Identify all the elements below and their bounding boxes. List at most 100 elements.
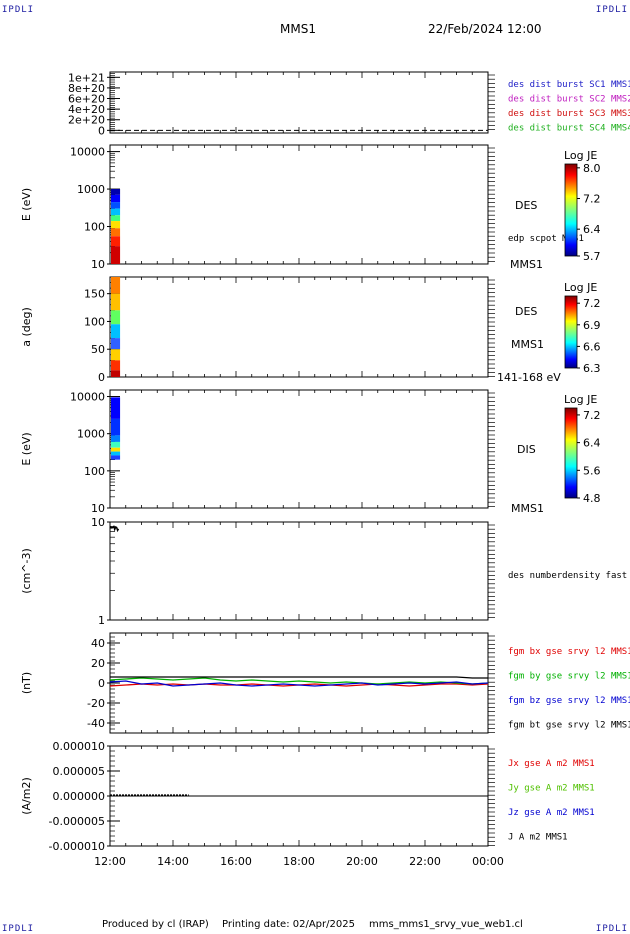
y-tick-label: -20 — [87, 697, 105, 710]
y-tick-label: 10 — [91, 516, 105, 529]
spectrogram-cell — [111, 447, 121, 452]
y-tick-label: -40 — [87, 717, 105, 730]
legend-entry: fgm bx gse srvy l2 MMS1 — [508, 647, 630, 657]
colorbar-title-dis-energy: Log JE — [564, 393, 597, 406]
y-axis-label-des-pitch: a (deg) — [20, 307, 33, 347]
y-axis-label-des-energy: E (eV) — [20, 188, 33, 221]
colorbar-tick-label: 6.4 — [583, 223, 601, 236]
x-tick-label: 18:00 — [283, 855, 315, 868]
spectrogram-cell — [111, 293, 121, 311]
panel-label: MMS1 — [510, 258, 543, 271]
legend-entry: fgm by gse srvy l2 MMS1 — [508, 672, 630, 682]
corner-label-top-right: IPDLI — [595, 5, 628, 15]
corner-label-top-left: IPDLI — [2, 5, 35, 15]
y-tick-label: 10 — [91, 258, 105, 271]
panel-label: MMS1 — [511, 338, 544, 351]
y-tick-label: 10000 — [70, 391, 105, 404]
series-fgm-2 — [109, 680, 489, 687]
legend-entry: Jx gse A m2 MMS1 — [508, 759, 595, 769]
spectrogram-cell — [111, 441, 121, 448]
x-tick-label: 20:00 — [346, 855, 378, 868]
y-tick-label: 2e+20 — [68, 114, 105, 127]
y-tick-label: 0 — [98, 677, 105, 690]
y-tick-label: 1 — [98, 614, 105, 627]
footer-produced-by: Produced by cl (IRAP) — [102, 919, 209, 930]
spectrogram-cell — [111, 397, 121, 419]
y-tick-label: 0.000010 — [53, 740, 106, 753]
spectrogram-cell — [111, 277, 121, 294]
spectrogram-cell — [111, 451, 121, 456]
panel-frame-dis-energy — [109, 389, 489, 509]
spacecraft-title: MMS1 — [280, 22, 316, 36]
spectrogram-cell — [111, 435, 121, 442]
y-tick-label: 150 — [84, 288, 105, 301]
panel-label: MMS1 — [511, 502, 544, 515]
panel-label: edp scpot MMS1 — [508, 234, 584, 244]
y-tick-label: 100 — [84, 465, 105, 478]
colorbar-tick-label: 7.2 — [583, 409, 601, 422]
spectrogram-cell — [111, 360, 121, 371]
panel-label: DES — [515, 305, 537, 318]
colorbar-tick-label: 6.4 — [583, 437, 601, 450]
colorbar-des-pitch — [564, 295, 578, 369]
legend-entry: J A m2 MMS1 — [508, 833, 568, 843]
y-axis-label-dis-energy: E (eV) — [20, 432, 33, 465]
spectrogram-cell — [111, 455, 121, 460]
footer-printing-date: Printing date: 02/Apr/2025 — [222, 919, 355, 930]
colorbar-tick-label: 5.7 — [583, 250, 601, 263]
corner-label-bottom-left: IPDLI — [2, 924, 35, 934]
y-tick-label: 1000 — [77, 428, 105, 441]
x-tick-label: 16:00 — [220, 855, 252, 868]
y-tick-label: 10000 — [70, 146, 105, 159]
legend-entry: des dist burst SC1 MMS1 — [508, 80, 630, 90]
spectrogram-cell — [111, 189, 121, 195]
panel-frame-des-pitch — [109, 276, 489, 378]
spectrogram-cell — [111, 194, 121, 203]
date-title: 22/Feb/2024 12:00 — [428, 22, 542, 36]
y-axis-label-current: (A/m2) — [20, 777, 33, 815]
spectrogram-cell — [111, 418, 121, 436]
panel-frame-burst-flags — [109, 71, 489, 134]
footer-filename: mms_mms1_srvy_vue_web1.cl — [369, 919, 523, 930]
y-tick-label: 50 — [91, 343, 105, 356]
legend-entry: Jz gse A m2 MMS1 — [508, 808, 595, 818]
legend-entry: des numberdensity fast M — [508, 571, 630, 581]
y-tick-label: 0 — [98, 371, 105, 384]
legend-entry: fgm bt gse srvy l2 MMS1 — [508, 721, 630, 731]
y-tick-label: 10 — [91, 502, 105, 515]
y-axis-label-density: (cm^-3) — [20, 548, 33, 594]
x-tick-label: 22:00 — [409, 855, 441, 868]
spectrogram-cell — [111, 310, 121, 325]
colorbar-tick-label: 7.2 — [583, 193, 601, 206]
y-tick-label: 1e+21 — [68, 71, 105, 84]
spectrogram-cell — [111, 246, 121, 264]
x-tick-label: 14:00 — [157, 855, 189, 868]
series-fgm-3 — [110, 676, 488, 679]
series-density — [109, 525, 120, 533]
colorbar-tick-label: 6.6 — [583, 340, 601, 353]
panel-label: 141-168 eV — [497, 371, 561, 384]
colorbar-tick-label: 4.8 — [583, 492, 601, 505]
y-tick-label: 0.000000 — [53, 790, 106, 803]
spectrogram-cell — [111, 208, 121, 216]
spectrogram-cell — [111, 349, 121, 361]
legend-entry: des dist burst SC4 MMS4 — [508, 124, 630, 134]
corner-label-bottom-right: IPDLI — [595, 924, 628, 934]
colorbar-des-energy — [564, 163, 578, 257]
panel-label: DES — [515, 199, 537, 212]
panel-frame-density — [109, 521, 489, 621]
legend-entry: des dist burst SC2 MMS2 — [508, 95, 630, 105]
y-tick-label: 100 — [84, 315, 105, 328]
colorbar-title-des-energy: Log JE — [564, 149, 597, 162]
y-tick-label: 40 — [91, 637, 105, 650]
legend-entry: des dist burst SC3 MMS3 — [508, 109, 630, 119]
colorbar-dis-energy — [564, 407, 578, 499]
panel-label: DIS — [517, 443, 536, 456]
y-tick-label: 6e+20 — [68, 93, 105, 106]
y-tick-label: 0.000005 — [53, 765, 106, 778]
colorbar-tick-label: 6.9 — [583, 319, 601, 332]
colorbar-tick-label: 6.3 — [583, 362, 601, 375]
spectrogram-cell — [111, 228, 121, 237]
y-tick-label: 20 — [91, 657, 105, 670]
spectrogram-cell — [111, 324, 121, 339]
